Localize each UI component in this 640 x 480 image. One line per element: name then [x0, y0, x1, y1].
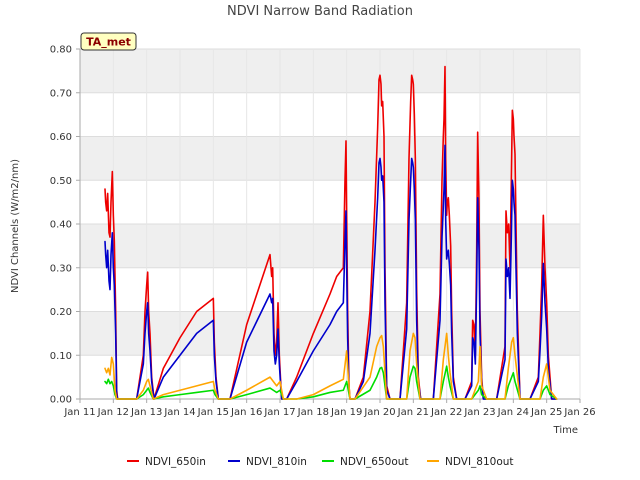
y-tick-label: 0.70: [50, 88, 72, 99]
plot-band: [80, 136, 580, 181]
y-tick-label: 0.50: [50, 176, 72, 187]
annotation-tag: TA_met: [80, 32, 137, 51]
x-tick-label: Jan 18: [297, 407, 329, 418]
plot-band: [80, 224, 580, 268]
x-axis-title: Time: [553, 425, 578, 436]
x-tick-label: Jan 20: [363, 407, 395, 418]
plot-band: [80, 92, 580, 137]
plot-band: [80, 49, 580, 93]
y-tick-label: 0.80: [50, 45, 72, 56]
x-tick-label: Jan 14: [163, 407, 195, 418]
legend-item-ndvi-650out[interactable]: NDVI_650out: [322, 456, 409, 468]
legend-label: NDVI_650in: [145, 456, 206, 468]
legend-label: NDVI_650out: [340, 456, 409, 468]
y-tick-label: 0.30: [50, 263, 72, 274]
x-tick-label: Jan 21: [397, 407, 429, 418]
x-tick-label: Jan 11: [63, 407, 95, 418]
x-tick-label: Jan 13: [130, 407, 162, 418]
plot-band: [80, 267, 580, 312]
x-tick-label: Jan 15: [197, 407, 229, 418]
legend-item-ndvi-810out[interactable]: NDVI_810out: [427, 456, 514, 468]
annotation-box: [80, 32, 137, 51]
x-tick-label: Jan 16: [230, 407, 262, 418]
legend-label: NDVI_810out: [445, 456, 514, 468]
y-axis-title: NDVI Channels (W/m2/nm): [10, 159, 21, 293]
x-tick-label: Jan 22: [430, 407, 462, 418]
legend-item-ndvi-650in[interactable]: NDVI_650in: [127, 456, 206, 468]
x-tick-label: Jan 26: [563, 407, 595, 418]
legend-label: NDVI_810in: [246, 456, 307, 468]
x-tick-label: Jan 25: [530, 407, 562, 418]
chart-title: NDVI Narrow Band Radiation: [227, 4, 413, 19]
series-line-ndvi-810out: [104, 332, 558, 400]
y-tick-label: 0.40: [50, 220, 72, 231]
x-tick-label: Jan 23: [463, 407, 495, 418]
legend[interactable]: NDVI_650in NDVI_810in NDVI_650out NDVI_810o…: [127, 456, 514, 468]
plot-band: [80, 180, 580, 224]
y-tick-label: 0.20: [50, 307, 72, 318]
y-tick-labels: 0.00 0.10 0.20 0.30 0.40 0.50 0.60 0.70 0.80: [50, 45, 80, 406]
x-tick-labels: Jan 11 Jan 12 Jan 13 Jan 14 Jan 15 Jan 16 Jan …: [63, 399, 596, 418]
y-tick-label: 0.00: [50, 395, 72, 406]
annotation-text: TA_met: [86, 36, 131, 49]
series-line-ndvi-810in: [104, 144, 558, 400]
plot-bands: [80, 49, 580, 399]
y-tick-label: 0.60: [50, 132, 72, 143]
legend-item-ndvi-810in[interactable]: NDVI_810in: [228, 456, 307, 468]
series-line-ndvi-650in: [104, 65, 558, 400]
series-group: [104, 65, 558, 400]
plot-band: [80, 311, 580, 356]
x-tick-label: Jan 12: [97, 407, 129, 418]
x-tick-label: Jan 24: [497, 407, 529, 418]
x-tick-label: Jan 17: [263, 407, 295, 418]
x-tick-label: Jan 19: [330, 407, 362, 418]
y-tick-label: 0.10: [50, 351, 72, 362]
